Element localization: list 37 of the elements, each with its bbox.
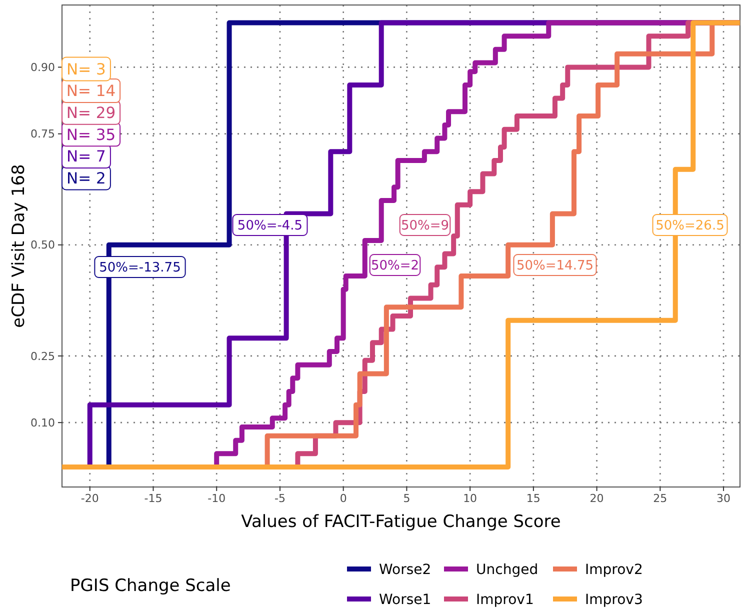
y-tick-label: 0.75	[30, 128, 55, 141]
y-tick-label: 0.10	[30, 416, 55, 430]
annotation: 50%=26.5	[656, 218, 724, 234]
annotation: 50%=14.75	[516, 258, 594, 274]
annotation: N= 35	[66, 126, 116, 144]
x-tick-label: -10	[208, 492, 226, 505]
legend-title: PGIS Change Scale	[70, 576, 231, 596]
annotation: N= 2	[66, 169, 106, 188]
y-tick-label: 0.90	[30, 61, 55, 74]
x-tick-label: 10	[463, 492, 478, 505]
annotation: N= 14	[66, 82, 116, 100]
x-tick-label: 30	[716, 492, 731, 505]
legend-label: Worse2	[379, 562, 432, 578]
x-tick-label: 0	[340, 492, 347, 505]
x-tick-label: -15	[144, 492, 162, 505]
annotation: 50%=2	[370, 258, 420, 274]
y-tick-label: 0.50	[30, 238, 55, 252]
annotation: 50%=9	[400, 218, 450, 234]
x-tick-label: 15	[526, 492, 540, 505]
annotation: N= 29	[66, 104, 116, 122]
y-axis-title: eCDF Visit Day 168	[9, 164, 29, 328]
annotation: 50%=-4.5	[237, 218, 303, 234]
legend-label: Worse1	[379, 592, 432, 608]
y-tick-label: 0.25	[30, 350, 55, 363]
annotation: 50%=-13.75	[99, 260, 181, 276]
legend-label: Unchged	[476, 562, 538, 578]
annotation: N= 7	[66, 148, 106, 166]
x-tick-label: 20	[590, 492, 604, 505]
x-tick-label: 5	[403, 492, 410, 505]
annotation: N= 3	[66, 60, 106, 78]
x-tick-label: 25	[653, 492, 668, 505]
x-tick-label: -5	[274, 492, 286, 505]
legend-label: Improv1	[476, 592, 534, 608]
x-axis-title: Values of FACIT-Fatigue Change Score	[241, 512, 561, 532]
legend-label: Improv3	[585, 592, 643, 608]
legend-label: Improv2	[585, 562, 643, 578]
x-tick-label: -20	[80, 492, 99, 505]
